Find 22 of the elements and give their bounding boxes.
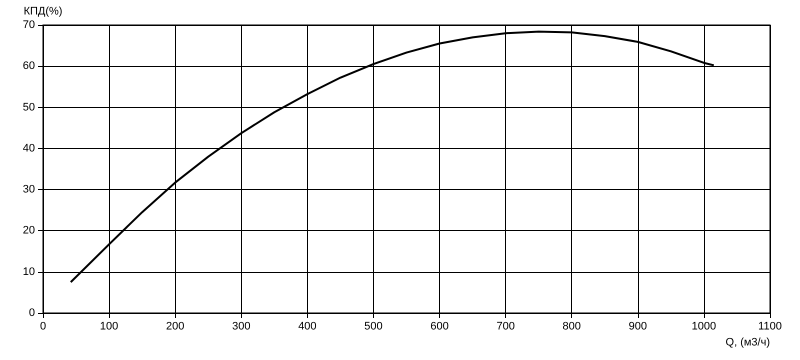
x-tick-label: 1100 xyxy=(758,320,782,332)
x-tick-label: 800 xyxy=(562,320,581,332)
x-tick-label: 400 xyxy=(298,320,317,332)
y-tick-label: 40 xyxy=(22,142,35,154)
x-tick-label: 100 xyxy=(100,320,118,332)
x-tick-label: 200 xyxy=(166,320,184,332)
y-tick-label: 50 xyxy=(22,101,35,114)
x-tick-label: 900 xyxy=(628,320,647,332)
x-tick-label: 1000 xyxy=(692,320,716,332)
x-tick-label: 600 xyxy=(430,320,449,332)
x-tick-label: 300 xyxy=(232,320,250,332)
y-axis-title: КПД(%) xyxy=(24,6,62,18)
x-tick-label: 0 xyxy=(40,320,46,332)
y-tick-label: 20 xyxy=(22,224,35,237)
x-tick-label: 500 xyxy=(364,320,383,332)
y-tick-label: 10 xyxy=(22,266,35,278)
y-tick-label: 70 xyxy=(22,19,35,31)
x-tick-label: 700 xyxy=(496,320,515,332)
y-tick-label: 30 xyxy=(22,184,35,196)
y-tick-label: 0 xyxy=(28,307,35,319)
x-axis-title: Q, (м3/ч) xyxy=(726,336,770,348)
y-tick-label: 60 xyxy=(22,60,35,72)
